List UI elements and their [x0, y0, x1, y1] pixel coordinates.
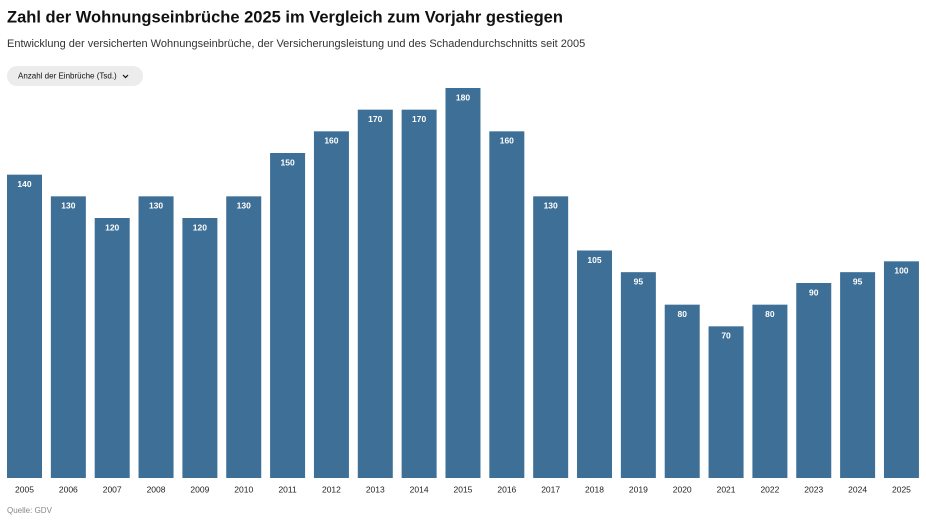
selector-background[interactable] [7, 66, 143, 86]
bar [752, 304, 788, 478]
chart-subtitle: Entwicklung der versicherten Wohnungsein… [7, 38, 585, 50]
value-label: 160 [324, 136, 338, 146]
x-tick-label: 2024 [848, 484, 867, 494]
value-label: 120 [193, 222, 207, 232]
x-tick-label: 2022 [760, 484, 779, 494]
value-label: 70 [721, 331, 731, 341]
x-tick-label: 2023 [804, 484, 823, 494]
bar [489, 131, 525, 479]
value-label: 130 [544, 201, 558, 211]
value-label: 100 [894, 266, 908, 276]
x-tick-label: 2015 [454, 484, 473, 494]
bar [357, 109, 393, 479]
value-label: 170 [412, 114, 426, 124]
bar [7, 174, 42, 478]
value-label: 95 [853, 276, 863, 286]
bar [840, 272, 876, 478]
x-tick-label: 2017 [541, 484, 560, 494]
value-label: 160 [500, 136, 514, 146]
x-tick-label: 2010 [234, 484, 253, 494]
bar [313, 131, 349, 479]
x-tick-label: 2013 [366, 484, 385, 494]
x-tick-label: 2012 [322, 484, 341, 494]
bar [664, 304, 700, 478]
source: Quelle: GDV [7, 506, 53, 515]
value-label: 80 [765, 309, 775, 319]
selector-button[interactable]: Anzahl der Einbrüche (Tsd.) [7, 66, 143, 86]
x-tick-label: 2018 [585, 484, 604, 494]
value-label: 150 [280, 157, 294, 167]
x-tick-label: 2005 [15, 484, 34, 494]
value-label: 95 [634, 276, 644, 286]
bar [796, 283, 832, 478]
bar [708, 326, 744, 478]
value-label: 120 [105, 222, 119, 232]
selector-label[interactable]: Anzahl der Einbrüche (Tsd.) [18, 72, 117, 81]
bar [270, 153, 306, 478]
selector-chevron[interactable] [122, 74, 129, 79]
x-tick-label: 2008 [147, 484, 166, 494]
x-tick-label: 2007 [103, 484, 122, 494]
bar [883, 261, 919, 478]
bar [577, 250, 613, 478]
value-label: 180 [456, 92, 470, 102]
bar [533, 196, 569, 479]
bar [182, 218, 218, 478]
chart-title: Zahl der Wohnungseinbrüche 2025 im Vergl… [7, 8, 563, 26]
bar [445, 88, 481, 478]
x-tick-label: 2006 [59, 484, 78, 494]
bar [94, 218, 130, 478]
value-label: 130 [237, 201, 251, 211]
value-label: 130 [61, 201, 75, 211]
x-tick-label: 2011 [278, 484, 297, 494]
value-label: 170 [368, 114, 382, 124]
value-label: 80 [677, 309, 687, 319]
bar [620, 272, 656, 478]
x-tick-label: 2016 [497, 484, 516, 494]
x-tick-label: 2025 [892, 484, 911, 494]
x-tick-label: 2020 [673, 484, 692, 494]
bar [138, 196, 174, 479]
value-label: 90 [809, 287, 819, 297]
x-tick-label: 2014 [410, 484, 429, 494]
bar [401, 109, 437, 479]
value-label: 130 [149, 201, 163, 211]
value-label: 105 [587, 255, 601, 265]
bar [226, 196, 262, 479]
x-tick-label: 2009 [190, 484, 209, 494]
bar [50, 196, 86, 479]
value-label: 140 [17, 179, 31, 189]
x-tick-label: 2021 [717, 484, 736, 494]
x-tick-label: 2019 [629, 484, 648, 494]
